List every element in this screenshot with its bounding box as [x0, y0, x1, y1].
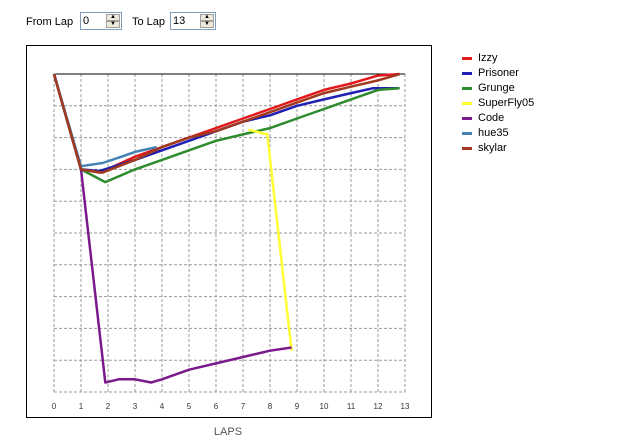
x-tick-label: 13: [401, 402, 410, 411]
legend-swatch: [462, 117, 472, 120]
series-line-izzy: [52, 72, 400, 174]
legend-label: Prisoner: [478, 67, 519, 79]
x-tick-label: 11: [347, 402, 356, 411]
from-lap-label: From Lap: [26, 16, 74, 28]
x-tick-label: 7: [241, 402, 246, 411]
x-tick-label: 1: [79, 402, 84, 411]
lap-range-toolbar: From Lap ▲ ▼ To Lap ▲ ▼: [0, 0, 632, 40]
x-axis-label: LAPS: [213, 426, 243, 438]
legend-label: Grunge: [478, 82, 515, 94]
to-lap-label: To Lap: [132, 16, 166, 28]
legend-swatch: [462, 57, 472, 60]
series-line-superfly05: [248, 128, 293, 351]
series-line-hue35: [52, 73, 157, 168]
series-line-code: [52, 73, 292, 384]
chart-frame: 0 1 2 3 4 5 6 7 8 9 10 11 12 13: [26, 45, 432, 418]
x-tick-label: 6: [214, 402, 219, 411]
series-line-grunge: [52, 73, 400, 184]
lap-position-chart: 0 1 2 3 4 5 6 7 8 9 10 11 12 13: [52, 72, 410, 411]
spin-up-icon[interactable]: ▲: [106, 14, 120, 21]
legend-label: Izzy: [478, 52, 498, 64]
legend-swatch: [462, 132, 472, 135]
from-lap-input[interactable]: [83, 14, 103, 28]
from-lap-spinner[interactable]: ▲ ▼: [80, 12, 122, 30]
to-lap-spin-buttons: ▲ ▼: [200, 14, 214, 28]
to-lap-spinner[interactable]: ▲ ▼: [170, 12, 216, 30]
x-tick-label: 8: [268, 402, 273, 411]
legend-label: hue35: [478, 127, 509, 139]
x-tick-label: 5: [187, 402, 192, 411]
spin-down-icon[interactable]: ▼: [200, 21, 214, 28]
legend-label: skylar: [478, 142, 507, 154]
spin-up-icon[interactable]: ▲: [200, 14, 214, 21]
x-tick-label: 4: [160, 402, 165, 411]
legend-swatch: [462, 102, 472, 105]
legend-swatch: [462, 147, 472, 150]
x-tick-label: 3: [133, 402, 138, 411]
x-tick-label: 0: [52, 402, 57, 411]
legend-label: Code: [478, 112, 505, 124]
to-lap-input[interactable]: [173, 14, 193, 28]
x-tick-label: 2: [106, 402, 111, 411]
spin-down-icon[interactable]: ▼: [106, 21, 120, 28]
x-tick-label: 9: [295, 402, 300, 411]
legend-label: SuperFly05: [478, 97, 535, 109]
series-line-skylar: [52, 72, 400, 174]
legend-swatch: [462, 72, 472, 75]
legend-swatch: [462, 87, 472, 90]
x-tick-label: 12: [374, 402, 383, 411]
from-lap-spin-buttons: ▲ ▼: [106, 14, 120, 28]
x-tick-label: 10: [320, 402, 329, 411]
